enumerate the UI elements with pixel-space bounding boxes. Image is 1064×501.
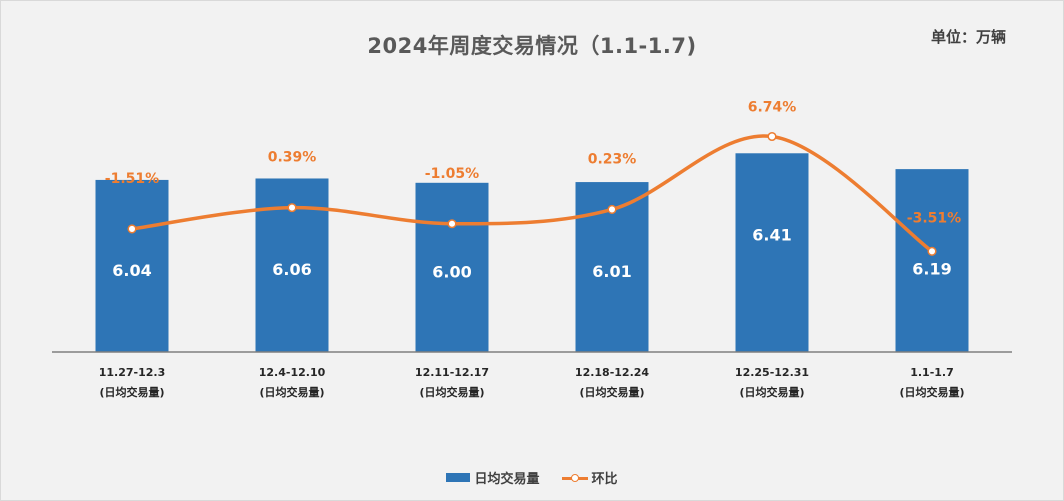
line-point-6 [927,246,937,256]
legend-bar-swatch [446,473,471,482]
x-tick-sublabel-6: (日均交易量) [899,385,964,399]
line-point-3 [447,219,457,229]
x-tick-sublabel-4: (日均交易量) [579,385,644,399]
x-tick-label-5: 12.25-12.31 [735,366,809,379]
line-point-4 [607,204,617,214]
x-tick-label-4: 12.18-12.24 [575,366,649,379]
x-tick-label-6: 1.1-1.7 [910,366,954,379]
bar-value-label-1: 6.04 [112,261,151,280]
line-value-label-6: -3.51% [907,210,961,226]
x-tick-sublabel-3: (日均交易量) [419,385,484,399]
x-tick-label-2: 12.4-12.10 [259,366,326,379]
bar-3 [415,182,489,352]
bar-value-label-3: 6.00 [432,262,471,281]
x-tick-label-1: 11.27-12.3 [99,366,166,379]
legend-item-line: 环比 [561,468,618,487]
x-tick-sublabel-1: (日均交易量) [99,385,164,399]
line-series-path [130,134,934,254]
bar-5 [735,153,809,352]
line-point-1 [127,224,137,234]
legend: 日均交易量 环比 [0,468,1064,487]
line-point-2 [287,203,297,213]
line-value-label-2: 0.39% [268,150,317,166]
bar-1 [95,179,169,352]
bar-value-label-2: 6.06 [272,260,311,279]
legend-line-swatch [561,472,588,484]
x-tick-label-3: 12.11-12.17 [415,366,489,379]
legend-bar-label: 日均交易量 [474,472,540,487]
legend-line-label: 环比 [591,472,618,487]
line-point-5 [767,131,777,142]
chart-title: 2024年周度交易情况（1.1-1.7) [367,34,697,58]
line-value-label-4: 0.23% [588,151,637,167]
line-value-label-3: -1.05% [425,166,479,182]
line-value-label-1: -1.51% [105,171,159,187]
unit-label: 单位：万辆 [930,28,1006,46]
bar-value-label-4: 6.01 [592,262,631,281]
x-tick-sublabel-2: (日均交易量) [259,385,324,399]
bar-value-label-6: 6.19 [912,260,951,279]
line-value-label-5: 6.74% [748,100,797,116]
x-tick-sublabel-5: (日均交易量) [739,385,804,399]
bar-value-label-5: 6.41 [752,226,791,245]
bar-6 [895,169,969,352]
legend-item-bar: 日均交易量 [446,468,540,487]
